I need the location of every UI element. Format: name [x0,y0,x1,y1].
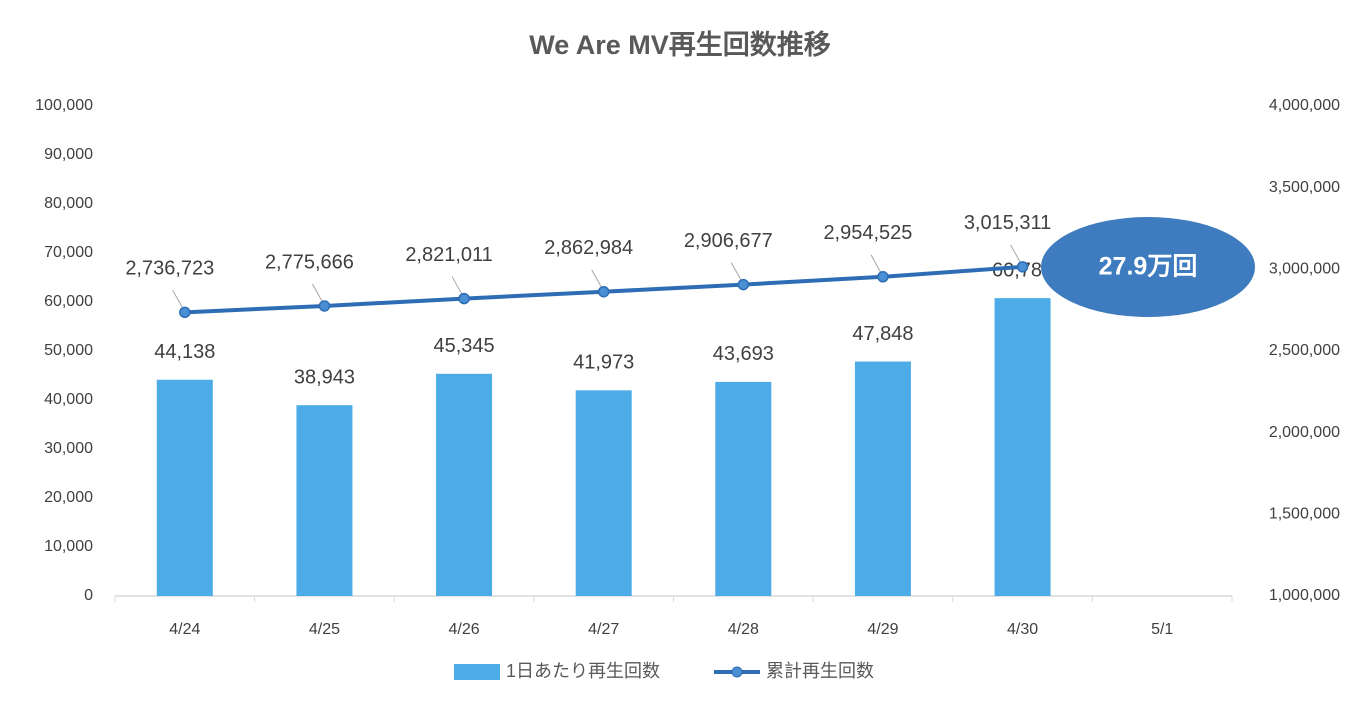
y-tick-label: 20,000 [44,489,93,506]
y2-tick-label: 3,500,000 [1269,179,1340,196]
y-tick-label: 90,000 [44,146,93,163]
y2-tick-label: 4,000,000 [1269,97,1340,114]
leader-line [1010,244,1021,264]
y-tick-label: 40,000 [44,391,93,408]
x-tick-label: 4/27 [588,621,619,638]
y2-tick-label: 2,000,000 [1269,424,1340,441]
legend-swatch [454,664,500,680]
line-marker [877,271,889,283]
data-label: 2,862,984 [544,237,633,259]
data-label: 45,345 [433,335,494,357]
data-label: 2,736,723 [125,258,214,280]
data-label: 2,775,666 [265,251,354,273]
leader-line [730,262,742,281]
x-tick-label: 4/30 [1007,621,1038,638]
leader-line [172,290,184,309]
legend-label: 累計再生回数 [766,661,874,681]
x-tick-label: 4/26 [448,621,479,638]
chart-title: We Are MV再生回数推移 [529,30,831,60]
x-tick-label: 4/28 [728,621,759,638]
x-tick-label: 5/1 [1151,621,1173,638]
x-tick-label: 4/24 [169,621,200,638]
bar [296,405,353,596]
x-tick-label: 4/25 [309,621,340,638]
y2-tick-label: 2,500,000 [1269,342,1340,359]
data-label: 43,693 [713,343,774,365]
line-marker [318,300,331,312]
bar [994,298,1051,596]
annotation: 27.9万回 [1099,253,1198,281]
y2-tick-label: 1,500,000 [1269,506,1340,523]
legend-swatch [731,666,743,678]
leader-line [591,269,603,288]
line-marker [458,292,470,305]
y-tick-label: 70,000 [44,244,93,261]
data-label: 2,954,525 [823,222,912,244]
y-tick-label: 0 [84,587,93,604]
bar [715,381,772,596]
bar [156,379,213,596]
data-label: 44,138 [154,341,215,363]
y-tick-label: 50,000 [44,342,93,359]
line-marker [737,278,750,291]
y-tick-label: 10,000 [44,538,93,555]
line-marker [179,306,191,319]
y2-tick-label: 1,000,000 [1269,587,1340,604]
data-label: 38,943 [294,366,355,388]
y-tick-label: 80,000 [44,195,93,212]
legend-label: 1日あたり再生回数 [506,661,660,681]
y-tick-label: 100,000 [35,97,93,114]
line-marker [597,285,610,298]
bar [854,361,911,596]
leader-line [312,283,323,303]
data-label: 2,821,011 [405,244,493,266]
y-tick-label: 60,000 [44,293,93,310]
y2-tick-label: 3,000,000 [1269,261,1340,278]
y-tick-label: 30,000 [44,440,93,457]
data-label: 3,015,311 [964,212,1052,234]
data-label: 41,973 [573,352,634,374]
annotation-bubble [1041,217,1255,317]
data-label: 2,906,677 [684,230,773,252]
x-tick-label: 4/29 [867,621,898,638]
data-label: 47,848 [852,323,913,345]
leader-line [870,254,882,274]
bar [575,390,632,596]
line-marker [1016,261,1029,273]
leader-line [451,276,463,295]
bar [436,373,493,596]
